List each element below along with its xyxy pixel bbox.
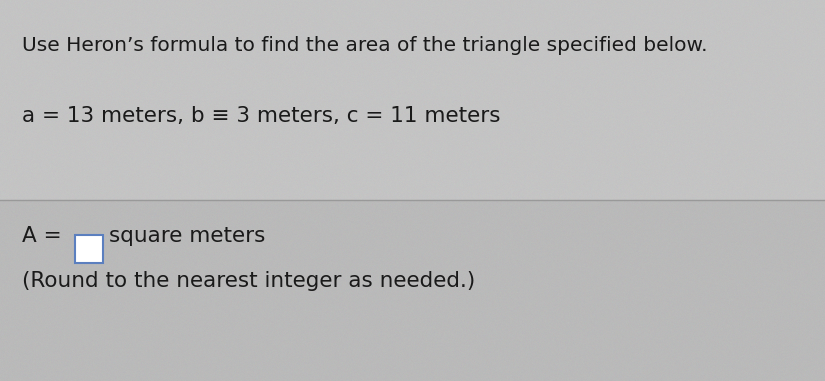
Bar — [0, 200, 825, 381]
Text: (Round to the nearest integer as needed.): (Round to the nearest integer as needed.… — [22, 271, 475, 291]
Text: a = 13 meters, b ≡ 3 meters, c = 11 meters: a = 13 meters, b ≡ 3 meters, c = 11 mete… — [22, 106, 501, 126]
Bar — [0, 0, 825, 200]
Text: Use Heron’s formula to find the area of the triangle specified below.: Use Heron’s formula to find the area of … — [22, 36, 708, 55]
Text: square meters: square meters — [109, 226, 266, 246]
Text: A =: A = — [22, 226, 68, 246]
Bar — [75, 235, 103, 263]
